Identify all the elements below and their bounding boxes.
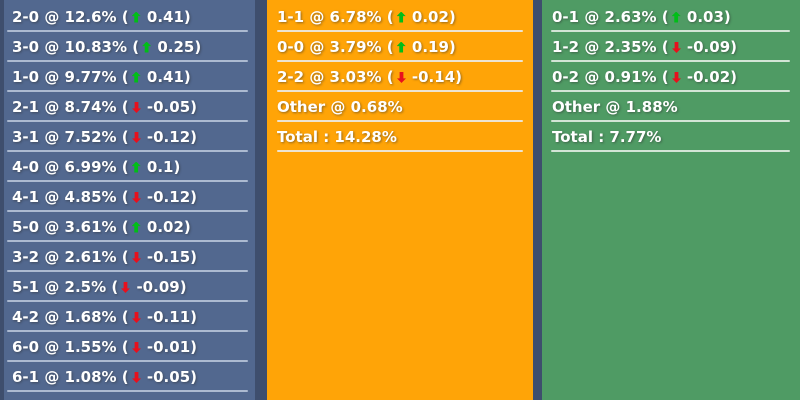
delta-up-icon xyxy=(131,11,141,23)
score-row-delta: -0.12) xyxy=(141,188,197,206)
score-row-delta: -0.02) xyxy=(681,68,737,86)
delta-down-icon xyxy=(132,372,141,383)
score-row-delta: 0.25) xyxy=(152,38,202,56)
score-row-label: 3-2 @ 2.61% ( xyxy=(12,248,129,266)
delta-up-icon xyxy=(671,11,681,23)
delta-down-icon xyxy=(672,72,681,83)
score-row-delta: -0.09) xyxy=(681,38,737,56)
score-row-delta: -0.15) xyxy=(141,248,197,266)
delta-down-icon xyxy=(672,42,681,53)
score-row-label: Other @ 0.68% xyxy=(277,98,403,116)
score-row-label: 1-1 @ 6.78% ( xyxy=(277,8,394,26)
score-row-label: 5-1 @ 2.5% ( xyxy=(12,278,119,296)
score-row-delta: 0.1) xyxy=(141,158,181,176)
delta-up-icon xyxy=(396,11,406,23)
home-scores-column: 2-0 @ 12.6% ( 0.41) 3-0 @ 10.83% ( 0.25)… xyxy=(4,0,255,400)
score-row-label: 6-1 @ 1.08% ( xyxy=(12,368,129,386)
delta-down-icon xyxy=(132,192,141,203)
score-row-label: 2-0 @ 12.6% ( xyxy=(12,8,129,26)
score-row: 4-1 @ 4.85% ( -0.12) xyxy=(4,182,255,212)
score-row-delta: -0.09) xyxy=(131,278,187,296)
score-row: 3-2 @ 2.61% ( -0.15) xyxy=(4,242,255,272)
other-row: Other @ 0.68% xyxy=(267,92,533,122)
delta-up-icon xyxy=(131,161,141,173)
score-row: 4-2 @ 1.68% ( -0.11) xyxy=(4,302,255,332)
delta-down-icon xyxy=(132,252,141,263)
score-row: 3-0 @ 10.83% ( 0.25) xyxy=(4,32,255,62)
score-row-label: 0-2 @ 0.91% ( xyxy=(552,68,669,86)
delta-down-icon xyxy=(132,102,141,113)
score-row-delta: -0.12) xyxy=(141,128,197,146)
score-row-label: 4-2 @ 1.68% ( xyxy=(12,308,129,326)
other-row: Other @ 1.88% xyxy=(542,92,800,122)
score-row-label: Total : 14.28% xyxy=(277,128,397,146)
delta-up-icon xyxy=(131,221,141,233)
score-row: 3-1 @ 7.52% ( -0.12) xyxy=(4,122,255,152)
score-row: 1-2 @ 2.35% ( -0.09) xyxy=(542,32,800,62)
score-row-label: 4-0 @ 6.99% ( xyxy=(12,158,129,176)
score-row: 6-0 @ 1.55% ( -0.01) xyxy=(4,332,255,362)
score-row-label: 1-2 @ 2.35% ( xyxy=(552,38,669,56)
score-row: 5-1 @ 2.5% ( -0.09) xyxy=(4,272,255,302)
score-row-label: 2-1 @ 8.74% ( xyxy=(12,98,129,116)
delta-up-icon xyxy=(131,71,141,83)
score-row-label: 4-1 @ 4.85% ( xyxy=(12,188,129,206)
score-row-label: 3-1 @ 7.52% ( xyxy=(12,128,129,146)
score-row: 1-1 @ 6.78% ( 0.02) xyxy=(267,2,533,32)
score-row: 2-0 @ 12.6% ( 0.41) xyxy=(4,2,255,32)
score-row-label: Other @ 1.88% xyxy=(552,98,678,116)
draw-scores-column: 1-1 @ 6.78% ( 0.02) 0-0 @ 3.79% ( 0.19) … xyxy=(267,0,533,400)
score-row: 0-1 @ 2.63% ( 0.03) xyxy=(542,2,800,32)
score-row-label: 0-0 @ 3.79% ( xyxy=(277,38,394,56)
total-row: Total : 7.77% xyxy=(542,122,800,152)
delta-up-icon xyxy=(142,41,152,53)
score-row-delta: 0.41) xyxy=(141,8,191,26)
score-row-label: 5-0 @ 3.61% ( xyxy=(12,218,129,236)
score-row: 0-0 @ 3.79% ( 0.19) xyxy=(267,32,533,62)
score-row: 4-0 @ 6.99% ( 0.1) xyxy=(4,152,255,182)
score-row-delta: 0.02) xyxy=(141,218,191,236)
total-row: Total : 14.28% xyxy=(267,122,533,152)
delta-down-icon xyxy=(132,342,141,353)
score-row-label: 1-0 @ 9.77% ( xyxy=(12,68,129,86)
score-row-label: 6-0 @ 1.55% ( xyxy=(12,338,129,356)
score-row-label: Total : 7.77% xyxy=(552,128,662,146)
score-row-delta: 0.19) xyxy=(406,38,456,56)
delta-down-icon xyxy=(132,312,141,323)
delta-down-icon xyxy=(397,72,406,83)
score-row: 1-0 @ 9.77% ( 0.41) xyxy=(4,62,255,92)
score-row: 5-0 @ 3.61% ( 0.02) xyxy=(4,212,255,242)
score-row-delta: -0.11) xyxy=(141,308,197,326)
score-row: 0-2 @ 0.91% ( -0.02) xyxy=(542,62,800,92)
away-scores-column: 0-1 @ 2.63% ( 0.03) 1-2 @ 2.35% ( -0.09)… xyxy=(542,0,800,400)
score-row: 2-1 @ 8.74% ( -0.05) xyxy=(4,92,255,122)
score-row-delta: 0.41) xyxy=(141,68,191,86)
score-row-delta: 0.02) xyxy=(406,8,456,26)
score-row-delta: -0.01) xyxy=(141,338,197,356)
delta-up-icon xyxy=(396,41,406,53)
score-row-label: 0-1 @ 2.63% ( xyxy=(552,8,669,26)
score-row-label: 3-0 @ 10.83% ( xyxy=(12,38,140,56)
score-row: 2-2 @ 3.03% ( -0.14) xyxy=(267,62,533,92)
score-row-delta: -0.05) xyxy=(141,368,197,386)
delta-down-icon xyxy=(121,282,130,293)
score-row-delta: 0.03) xyxy=(681,8,731,26)
score-row-label: 2-2 @ 3.03% ( xyxy=(277,68,394,86)
delta-down-icon xyxy=(132,132,141,143)
score-row: 6-1 @ 1.08% ( -0.05) xyxy=(4,362,255,392)
score-row-delta: -0.14) xyxy=(406,68,462,86)
score-row-delta: -0.05) xyxy=(141,98,197,116)
